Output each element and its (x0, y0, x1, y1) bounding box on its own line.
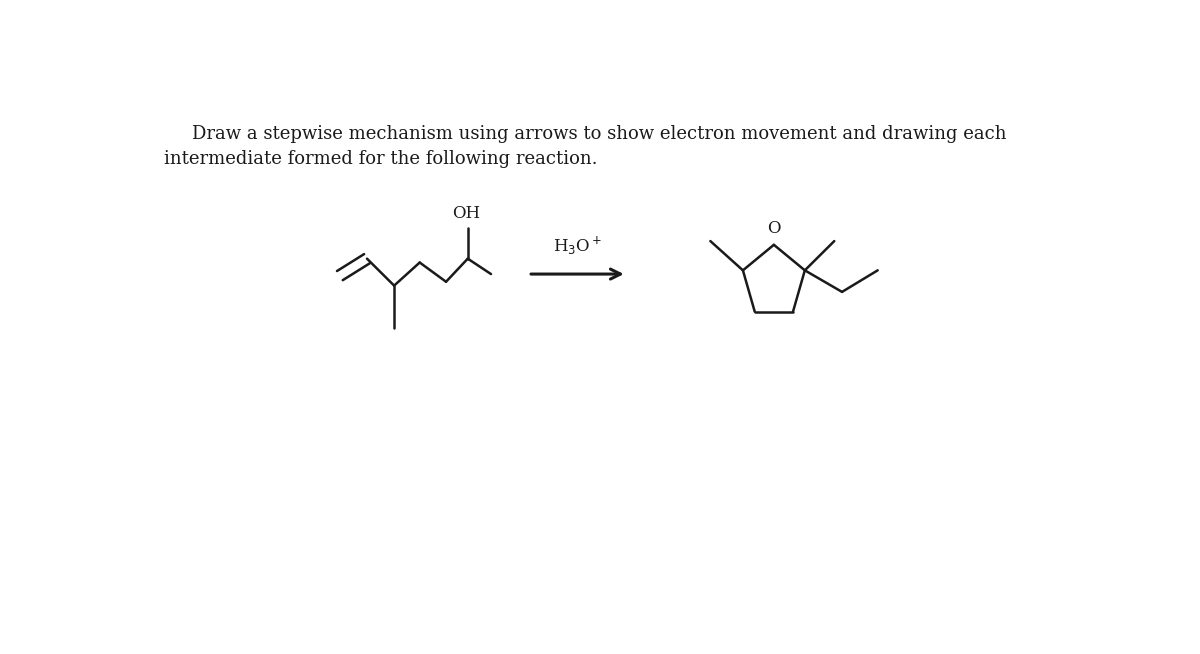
Text: O: O (767, 220, 781, 237)
Text: intermediate formed for the following reaction.: intermediate formed for the following re… (164, 150, 598, 167)
Text: Draw a stepwise mechanism using arrows to show electron movement and drawing eac: Draw a stepwise mechanism using arrows t… (192, 125, 1007, 143)
Text: H$_3$O$^+$: H$_3$O$^+$ (553, 235, 602, 257)
Text: OH: OH (452, 205, 480, 222)
